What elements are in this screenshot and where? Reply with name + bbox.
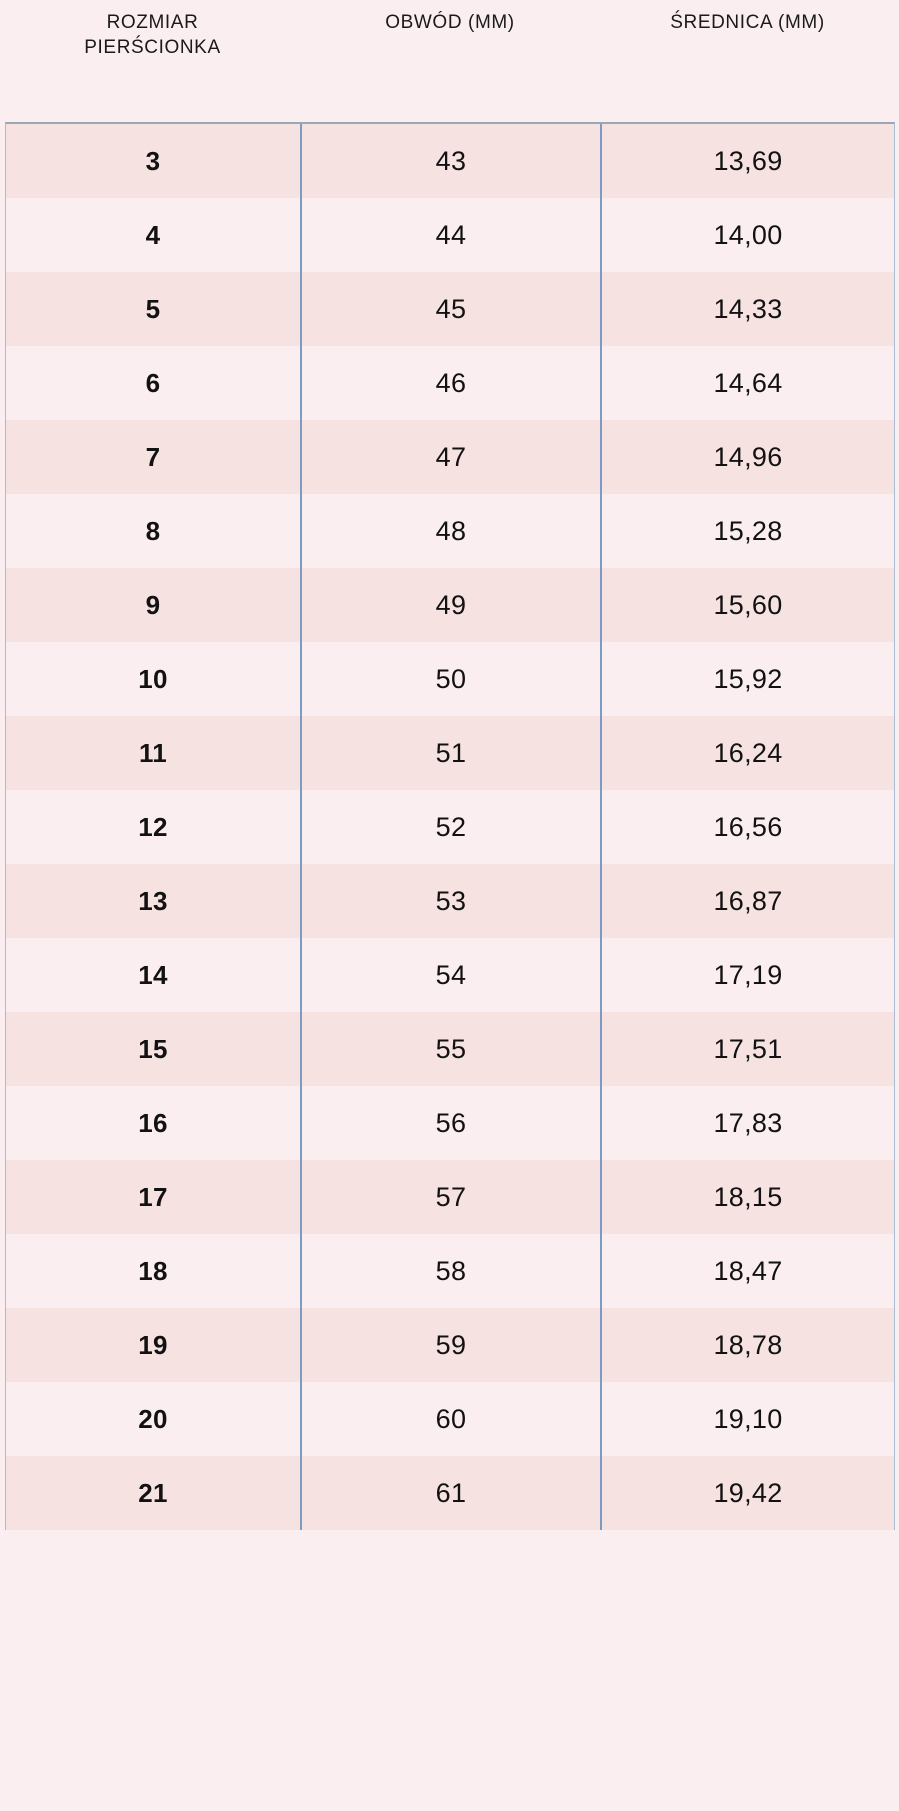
ring-size-table: 3 43 13,69 4 44 14,00 5 45 14,33 6 46 14,64 7 47 14,96… (5, 122, 895, 1530)
cell-diameter: 14,00 (600, 198, 894, 272)
cell-diameter: 15,28 (600, 494, 894, 568)
column-header-ring-size-line2: PIERŚCIONKA (84, 37, 221, 58)
table-row: 4 44 14,00 (6, 198, 894, 272)
cell-ring-size: 3 (145, 145, 161, 176)
table-row: 13 53 16,87 (6, 864, 894, 938)
cell-circumference: 43 (300, 124, 600, 198)
cell-circumference: 59 (300, 1308, 600, 1382)
cell-ring-size: 6 (145, 367, 161, 398)
cell-diameter: 17,19 (600, 938, 894, 1012)
table-row: 11 51 16,24 (6, 716, 894, 790)
table-row: 16 56 17,83 (6, 1086, 894, 1160)
table-row: 5 45 14,33 (6, 272, 894, 346)
column-header-circumference: OBWÓD (MM) (385, 12, 515, 33)
cell-ring-size: 20 (138, 1403, 168, 1434)
cell-ring-size: 13 (138, 885, 168, 916)
cell-diameter: 18,78 (600, 1308, 894, 1382)
cell-diameter: 16,87 (600, 864, 894, 938)
cell-diameter: 16,56 (600, 790, 894, 864)
cell-diameter: 17,51 (600, 1012, 894, 1086)
table-row: 17 57 18,15 (6, 1160, 894, 1234)
table-row: 14 54 17,19 (6, 938, 894, 1012)
cell-circumference: 45 (300, 272, 600, 346)
cell-ring-size: 8 (145, 515, 161, 546)
cell-diameter: 15,92 (600, 642, 894, 716)
cell-ring-size: 4 (145, 219, 161, 250)
cell-circumference: 48 (300, 494, 600, 568)
cell-circumference: 54 (300, 938, 600, 1012)
table-row: 3 43 13,69 (6, 124, 894, 198)
column-header-ring-size-line1: ROZMIAR (106, 12, 199, 33)
table-row: 18 58 18,47 (6, 1234, 894, 1308)
table-header: ROZMIAR PIERŚCIONKA OBWÓD (MM) ŚREDNICA … (0, 0, 899, 122)
table-row: 8 48 15,28 (6, 494, 894, 568)
cell-circumference: 44 (300, 198, 600, 272)
table-row: 20 60 19,10 (6, 1382, 894, 1456)
column-header-ring-size: ROZMIAR PIERŚCIONKA (5, 10, 300, 60)
cell-diameter: 14,64 (600, 346, 894, 420)
column-header-diameter: ŚREDNICA (MM) (670, 12, 825, 33)
cell-ring-size: 12 (138, 811, 168, 842)
cell-ring-size: 15 (138, 1033, 168, 1064)
cell-circumference: 50 (300, 642, 600, 716)
cell-ring-size: 14 (138, 959, 168, 990)
cell-ring-size: 10 (138, 663, 168, 694)
table-row: 19 59 18,78 (6, 1308, 894, 1382)
cell-circumference: 56 (300, 1086, 600, 1160)
table-row: 15 55 17,51 (6, 1012, 894, 1086)
cell-circumference: 51 (300, 716, 600, 790)
table-row: 6 46 14,64 (6, 346, 894, 420)
cell-diameter: 14,33 (600, 272, 894, 346)
cell-circumference: 57 (300, 1160, 600, 1234)
cell-circumference: 47 (300, 420, 600, 494)
cell-circumference: 49 (300, 568, 600, 642)
cell-ring-size: 18 (138, 1255, 168, 1286)
table-row: 10 50 15,92 (6, 642, 894, 716)
cell-ring-size: 7 (145, 441, 161, 472)
cell-ring-size: 5 (145, 293, 161, 324)
cell-diameter: 13,69 (600, 124, 894, 198)
cell-ring-size: 16 (138, 1107, 168, 1138)
cell-circumference: 52 (300, 790, 600, 864)
cell-diameter: 15,60 (600, 568, 894, 642)
table-row: 21 61 19,42 (6, 1456, 894, 1530)
cell-diameter: 16,24 (600, 716, 894, 790)
cell-circumference: 58 (300, 1234, 600, 1308)
cell-ring-size: 11 (138, 737, 168, 768)
table-row: 7 47 14,96 (6, 420, 894, 494)
cell-circumference: 55 (300, 1012, 600, 1086)
cell-diameter: 18,47 (600, 1234, 894, 1308)
cell-ring-size: 9 (145, 589, 161, 620)
cell-diameter: 18,15 (600, 1160, 894, 1234)
cell-diameter: 19,42 (600, 1456, 894, 1530)
cell-circumference: 61 (300, 1456, 600, 1530)
cell-ring-size: 17 (138, 1181, 168, 1212)
cell-diameter: 14,96 (600, 420, 894, 494)
cell-diameter: 19,10 (600, 1382, 894, 1456)
cell-ring-size: 19 (138, 1329, 168, 1360)
table-row: 9 49 15,60 (6, 568, 894, 642)
cell-circumference: 60 (300, 1382, 600, 1456)
cell-circumference: 53 (300, 864, 600, 938)
cell-diameter: 17,83 (600, 1086, 894, 1160)
cell-ring-size: 21 (138, 1477, 168, 1508)
table-row: 12 52 16,56 (6, 790, 894, 864)
cell-circumference: 46 (300, 346, 600, 420)
